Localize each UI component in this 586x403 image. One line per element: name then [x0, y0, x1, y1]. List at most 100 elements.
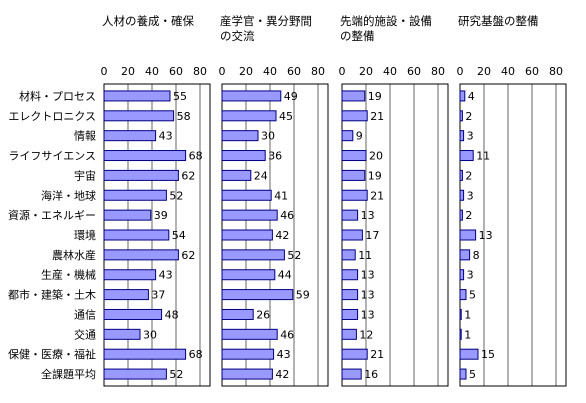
value-label: 37	[151, 289, 165, 302]
value-label: 30	[143, 328, 157, 341]
value-label: 48	[165, 308, 179, 321]
bar	[221, 150, 266, 162]
bar	[103, 150, 187, 162]
category-label: 都市・建築・土木	[8, 288, 96, 302]
value-label: 46	[280, 328, 294, 341]
bar	[103, 189, 167, 201]
x-tick-label: 80	[431, 65, 445, 78]
bar	[221, 289, 294, 301]
category-label: 交通	[74, 327, 96, 341]
bar	[103, 209, 152, 221]
x-tick-label: 0	[219, 65, 226, 78]
value-label: 39	[154, 209, 168, 222]
value-label: 21	[370, 189, 384, 202]
bar	[221, 249, 285, 261]
bar	[221, 189, 272, 201]
value-label: 2	[465, 169, 472, 182]
bar	[459, 249, 471, 261]
bar	[221, 130, 259, 142]
x-tick-label: 60	[287, 65, 301, 78]
bar	[103, 368, 167, 380]
panel-title: 人材の養成・確保	[102, 14, 194, 28]
bar	[103, 229, 170, 241]
x-tick-label: 60	[407, 65, 421, 78]
value-label: 62	[181, 169, 195, 182]
value-label: 26	[256, 308, 270, 321]
value-label: 49	[284, 90, 298, 103]
bar	[103, 249, 179, 261]
x-tick-label: 20	[239, 65, 253, 78]
bar	[341, 229, 363, 241]
value-label: 21	[370, 110, 384, 123]
bar	[341, 368, 362, 380]
x-tick-label: 20	[359, 65, 373, 78]
x-tick-label: 60	[169, 65, 183, 78]
bar	[221, 328, 278, 340]
value-label: 52	[169, 189, 183, 202]
category-label: 通信	[74, 308, 96, 321]
panel-title: 先端的施設・設備の整備	[340, 14, 432, 43]
value-label: 2	[465, 110, 472, 123]
bar	[459, 348, 479, 360]
bar	[341, 209, 359, 221]
value-label: 41	[274, 189, 288, 202]
value-label: 62	[181, 249, 195, 262]
bar	[459, 368, 467, 380]
bar	[341, 130, 354, 142]
x-tick-label: 40	[501, 65, 515, 78]
bar	[103, 289, 149, 301]
bar	[103, 269, 157, 281]
category-label: 全課題平均	[41, 367, 96, 381]
value-label: 13	[361, 209, 375, 222]
category-label: 海洋・地球	[41, 188, 96, 202]
value-label: 42	[275, 229, 289, 242]
bar	[459, 189, 465, 201]
category-label: 生産・機械	[41, 268, 96, 282]
x-tick-label: 40	[383, 65, 397, 78]
panel-title: 研究基盤の整備	[458, 14, 539, 28]
value-label: 59	[296, 289, 310, 302]
bar	[221, 209, 278, 221]
bar	[221, 229, 273, 241]
value-label: 16	[364, 368, 378, 381]
bar	[341, 169, 366, 181]
x-tick-label: 0	[101, 65, 108, 78]
bar	[459, 269, 465, 281]
value-label: 45	[279, 110, 293, 123]
value-label: 55	[173, 90, 187, 103]
bar	[459, 308, 462, 320]
value-label: 11	[476, 150, 490, 163]
value-label: 13	[361, 269, 375, 282]
value-label: 19	[368, 169, 382, 182]
value-label: 54	[172, 229, 186, 242]
category-label: 資源・エネルギー	[8, 208, 96, 222]
bar	[103, 308, 163, 320]
value-label: 12	[359, 328, 373, 341]
value-label: 9	[356, 130, 363, 143]
x-tick-label: 40	[145, 65, 159, 78]
x-tick-label: 20	[121, 65, 135, 78]
bar	[341, 269, 359, 281]
bar	[341, 150, 367, 162]
category-label: 農林水産	[52, 248, 96, 262]
bar	[459, 289, 467, 301]
bar	[221, 308, 254, 320]
bar	[221, 169, 252, 181]
value-label: 13	[361, 289, 375, 302]
x-tick-label: 60	[525, 65, 539, 78]
value-label: 43	[159, 269, 173, 282]
bar	[341, 110, 368, 122]
x-tick-label: 80	[193, 65, 207, 78]
bar	[221, 269, 276, 281]
category-label: ライフサイエンス	[8, 150, 96, 163]
bar	[459, 110, 463, 122]
value-label: 15	[481, 348, 495, 361]
value-label: 4	[468, 90, 475, 103]
category-label: エレクトロニクス	[8, 110, 96, 123]
value-label: 19	[368, 90, 382, 103]
x-tick-label: 80	[311, 65, 325, 78]
x-tick-label: 40	[263, 65, 277, 78]
category-label: 環境	[74, 228, 96, 242]
value-label: 68	[189, 348, 203, 361]
